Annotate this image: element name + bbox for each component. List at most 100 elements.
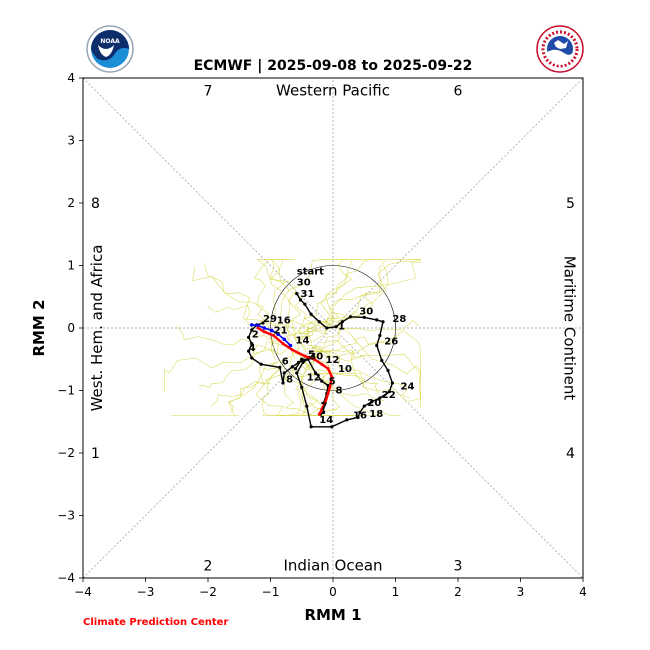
forecast-point <box>322 410 326 414</box>
day-label: 18 <box>369 409 383 420</box>
day-label: 14 <box>296 336 310 347</box>
region-label-top: Western Pacific <box>276 82 390 100</box>
observed-point <box>325 326 329 330</box>
day-label: 30 <box>359 306 373 317</box>
observed-point <box>380 358 384 363</box>
ensemble-member-line <box>305 330 421 398</box>
observed-point <box>375 318 379 322</box>
observed-point <box>370 400 374 404</box>
noaa-logo: NOAA <box>86 25 134 73</box>
y-tick-label: −3 <box>57 509 75 523</box>
day-label: 7 <box>321 401 328 412</box>
observed-point <box>282 371 286 375</box>
y-tick-label: 2 <box>67 196 75 210</box>
observed-point <box>303 302 307 306</box>
ensemble-member-line <box>312 259 384 342</box>
forecast-point <box>320 379 324 383</box>
observed-point <box>375 343 379 348</box>
ensemble-member-line <box>210 355 291 408</box>
ensemble-member-line <box>304 348 369 392</box>
observed-point <box>378 396 382 400</box>
phase-number: 1 <box>91 446 100 462</box>
phase-number: 6 <box>454 84 463 100</box>
blue-point <box>262 326 267 330</box>
forecast-point <box>300 357 304 361</box>
observed-point <box>378 333 382 338</box>
y-tick-label: 3 <box>67 134 75 148</box>
ensemble-member-line <box>297 259 352 338</box>
x-axis-label: RMM 1 <box>304 606 361 624</box>
ensemble-member-line <box>294 356 337 412</box>
day-label: start <box>297 266 324 277</box>
observed-point <box>247 349 251 353</box>
blue-point <box>256 323 260 328</box>
ensemble-member-line <box>171 358 287 416</box>
ensemble-mean-point <box>326 392 330 396</box>
region-label-bottom: Indian Ocean <box>283 557 382 575</box>
ensemble-mean-point <box>303 354 307 358</box>
observed-point <box>295 292 299 296</box>
ensemble-mean-point <box>326 367 330 371</box>
ensemble-mean-point <box>320 407 324 411</box>
observed-point <box>301 360 305 364</box>
observed-point <box>259 362 263 366</box>
ensemble-mean-point <box>272 334 276 337</box>
observed-point <box>290 365 294 369</box>
day-label: 6 <box>282 356 289 367</box>
unit-circle <box>270 265 396 391</box>
observed-point <box>278 365 282 369</box>
forecast-point <box>326 383 330 388</box>
blue-point <box>249 323 254 327</box>
observed-point <box>358 410 362 414</box>
forecast-point <box>293 367 298 371</box>
observed-point <box>261 321 265 325</box>
x-tick-label: 1 <box>392 585 400 599</box>
x-tick-label: −4 <box>74 585 92 599</box>
observed-point <box>390 381 394 385</box>
y-tick-label: −2 <box>57 446 75 460</box>
ensemble-mean-point <box>262 330 266 334</box>
day-label: 4 <box>249 343 256 354</box>
day-label: 26 <box>384 336 398 347</box>
y-tick-label: 1 <box>67 259 75 273</box>
observed-point <box>387 390 391 394</box>
y-tick-label: 0 <box>67 321 75 335</box>
day-label: 5 <box>329 376 336 387</box>
observed-point <box>348 315 353 319</box>
observed-point <box>362 404 366 408</box>
x-tick-label: 0 <box>329 585 337 599</box>
day-label: 12 <box>307 373 321 384</box>
ensemble-mean-point <box>328 385 332 389</box>
day-label: 10 <box>338 364 352 375</box>
observed-point <box>345 418 349 422</box>
x-tick-label: 3 <box>517 585 525 599</box>
x-tick-label: 4 <box>579 585 587 599</box>
day-label: 16 <box>353 411 367 422</box>
region-label-right: Maritime Continent <box>560 256 578 401</box>
observed-point <box>340 320 344 324</box>
day-label: 21 <box>274 326 288 337</box>
observed-point <box>298 298 303 302</box>
x-tick-label: −1 <box>262 585 280 599</box>
day-label: 28 <box>392 314 406 325</box>
x-tick-label: −2 <box>199 585 217 599</box>
ensemble-member-line <box>300 259 421 334</box>
region-label-left: West. Hem. and Africa <box>88 245 106 412</box>
ensemble-mean-point <box>317 412 321 416</box>
ensemble-mean-point <box>320 362 324 366</box>
blue-point <box>288 343 293 348</box>
observed-point <box>250 328 254 332</box>
y-tick-label: 4 <box>67 71 75 85</box>
observed-point <box>309 312 313 316</box>
ensemble-mean-point <box>312 357 316 361</box>
ensemble-member-line <box>311 346 411 399</box>
day-label: 12 <box>326 355 340 366</box>
y-axis-label: RMM 2 <box>30 299 48 356</box>
observed-point <box>309 425 313 429</box>
ensemble-member-line <box>287 310 356 343</box>
y-tick-label: −1 <box>57 384 75 398</box>
ensemble-member-line <box>307 344 385 402</box>
day-label: 30 <box>297 278 311 289</box>
